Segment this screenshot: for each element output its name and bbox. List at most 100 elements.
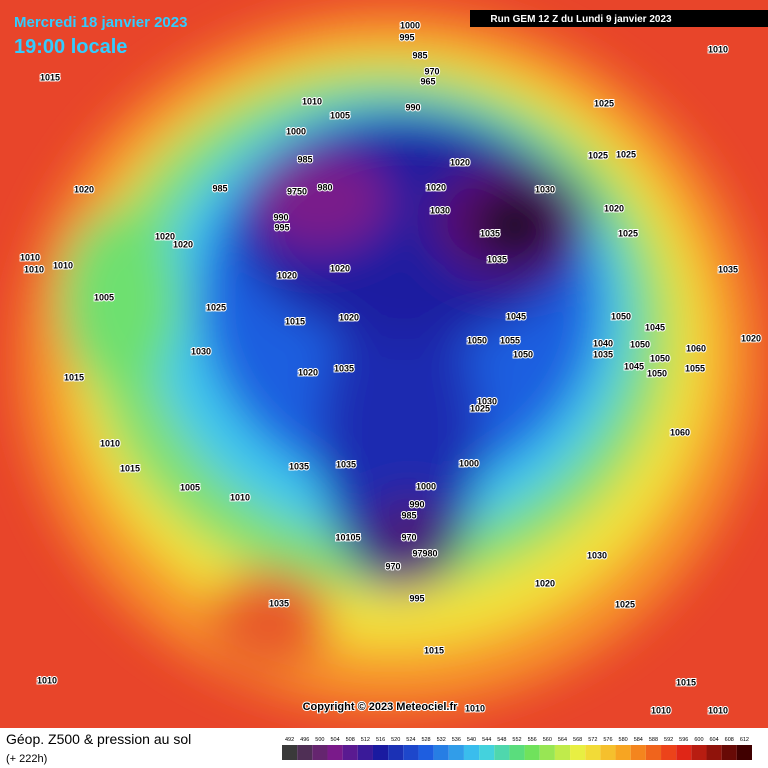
isobar-label: 1005: [94, 292, 114, 302]
scale-label: 568: [573, 737, 582, 743]
isobar-label: 1000: [459, 458, 479, 468]
isobar-label: 990: [273, 212, 288, 222]
legend-title: Géop. Z500 & pression au sol: [6, 731, 191, 747]
scale-label: 532: [437, 737, 446, 743]
isobar-label: 1020: [330, 263, 350, 273]
scale-label: 596: [679, 737, 688, 743]
scale-swatch: [630, 745, 646, 760]
isobar-label: 1035: [336, 459, 356, 469]
isobar-label: 1060: [686, 343, 706, 353]
time: 19:00 locale: [14, 36, 127, 58]
isobar-label: 985: [212, 183, 227, 193]
isobar-label: 1010: [100, 438, 120, 448]
isobar-label: 1050: [513, 349, 533, 359]
isobar-label: 1060: [670, 427, 690, 437]
isobar-label: 1015: [64, 372, 84, 382]
scale-swatch: [479, 745, 495, 760]
isobar-label: 990: [409, 499, 424, 509]
scale-label: 516: [376, 737, 385, 743]
isobar-label: 970: [385, 561, 400, 571]
scale-swatch: [463, 745, 480, 760]
isobar-label: 985: [297, 154, 312, 164]
isobar-label: 1035: [334, 363, 354, 373]
isobar-label: 1010: [230, 492, 250, 502]
scale-label: 556: [528, 737, 537, 743]
scale-label: 492: [285, 737, 294, 743]
isobar-label: 1030: [535, 184, 555, 194]
scale-swatch: [721, 745, 737, 760]
scale-swatch: [524, 745, 540, 760]
scale-label: 560: [543, 737, 552, 743]
isobar-label: 1020: [339, 312, 359, 322]
scale-swatch: [372, 745, 389, 760]
color-scale: 492 496 500 504 508 512 516 520 524 528 532 536 540 5…: [282, 737, 752, 760]
isobar-label: 1035: [593, 349, 613, 359]
isobar-label: 995: [409, 593, 424, 603]
isobar-label: 1030: [477, 396, 497, 406]
scale-swatch: [706, 745, 722, 760]
scale-swatch: [691, 745, 707, 760]
scale-label: 544: [482, 737, 491, 743]
isobar-label: 1005: [180, 482, 200, 492]
scale-swatch: [342, 745, 358, 760]
map-background: [0, 0, 768, 728]
isobar-label: 1025: [206, 302, 226, 312]
isobar-label: 1010: [20, 252, 40, 262]
isobar-label: 990: [405, 102, 420, 112]
isobar-label: 1020: [604, 203, 624, 213]
scale-swatch: [448, 745, 464, 760]
isobar-label: 1010: [302, 96, 322, 106]
isobar-label: 1025: [588, 150, 608, 160]
isobar-label: 1035: [718, 264, 738, 274]
isobar-label: 1020: [426, 182, 446, 192]
isobar-label: 1030: [430, 205, 450, 215]
isobar-label: 1015: [424, 645, 444, 655]
scale-label: 612: [740, 737, 749, 743]
run-info: Run GEM 12 Z du Lundi 9 janvier 2023: [490, 14, 672, 25]
isobar-label: 1000: [416, 481, 436, 491]
isobar-label: 1015: [676, 677, 696, 687]
scale-label: 520: [391, 737, 400, 743]
isobar-label: 1020: [535, 578, 555, 588]
scale-swatch: [600, 745, 616, 760]
scale-swatch: [509, 745, 525, 760]
isobar-label: 1025: [470, 403, 490, 413]
isobar-label: 1010: [708, 705, 728, 715]
isobar-label: 9750: [287, 186, 307, 196]
scale-label: 548: [497, 737, 506, 743]
isobar-label: 985: [401, 510, 416, 520]
isobar-label: 1030: [587, 550, 607, 560]
scale-swatch: [327, 745, 343, 760]
scale-label: 564: [558, 737, 567, 743]
copyright: Copyright © 2023 Meteociel.fr: [303, 701, 459, 713]
scale-label: 496: [300, 737, 309, 743]
isobar-label: 1010: [465, 703, 485, 713]
scale-label: 512: [361, 737, 370, 743]
isobar-label: 1020: [277, 270, 297, 280]
isobar-label: 1050: [630, 339, 650, 349]
isobar-label: 1045: [645, 322, 665, 332]
scale-swatch: [676, 745, 692, 760]
isobar-label: 1030: [191, 346, 211, 356]
isobar-label: 1010: [24, 264, 44, 274]
scale-label: 600: [694, 737, 703, 743]
isobar-label: 965: [420, 76, 435, 86]
scale-swatch: [297, 745, 313, 760]
isobar-label: 1020: [173, 239, 193, 249]
scale-swatch: [554, 745, 571, 760]
isobar-label: 1025: [594, 98, 614, 108]
isobar-label: 1020: [155, 231, 175, 241]
scale-label: 524: [406, 737, 415, 743]
scale-label: 508: [346, 737, 355, 743]
isobar-label: 1050: [467, 335, 487, 345]
isobar-label: 1020: [298, 367, 318, 377]
scale-swatch: [282, 745, 298, 760]
isobar-label: 1045: [506, 311, 526, 321]
isobar-label: 970: [424, 66, 439, 76]
isobar-label: 1000: [400, 20, 420, 30]
scale-swatch: [736, 745, 752, 760]
scale-swatch: [388, 745, 404, 760]
scale-label: 580: [619, 737, 628, 743]
